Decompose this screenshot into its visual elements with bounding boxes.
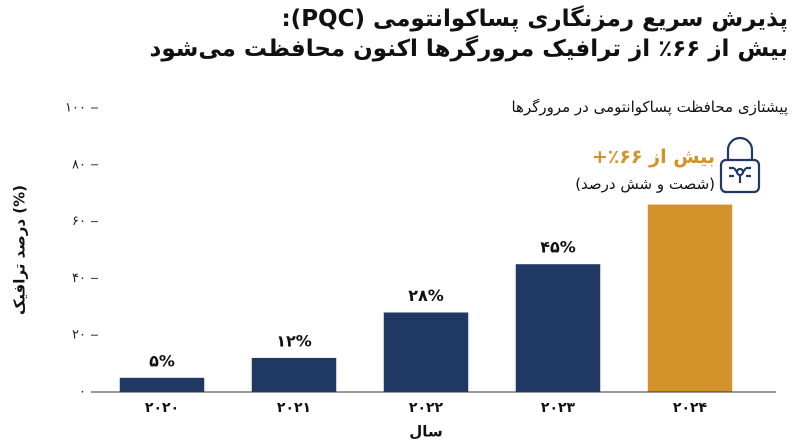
y-tick-label: ۰ — [79, 385, 86, 400]
value-label: ۵% — [149, 351, 175, 370]
chart-subtitle: پیشتازی محافظت پساکوانتومی در مرورگرها — [511, 98, 788, 116]
x-tick-label: ۲۰۲۰ — [145, 400, 179, 416]
x-tick-label: ۲۰۲۲ — [409, 400, 444, 416]
x-axis-label: سال — [409, 423, 442, 441]
y-axis-label: درصد ترافیک (%) — [11, 185, 29, 315]
value-label: ۱۲% — [276, 331, 312, 350]
y-tick-label: ۸۰ — [72, 157, 86, 172]
chart-title: پذیرش سریع رمزنگاری پساکوانتومی (PQC): — [281, 6, 788, 32]
bar — [647, 204, 733, 392]
y-tick-label: ۲۰ — [72, 328, 86, 343]
bar — [251, 357, 337, 392]
annotation: بیش از ۶۶٪+ — [591, 146, 715, 168]
chart-title-line-2: بیش از ۶۶٪ از ترافیک مرورگرها اکنون محاف… — [149, 36, 788, 62]
y-tick-label: ۶۰ — [72, 214, 86, 229]
x-tick-label: ۲۰۲۳ — [541, 400, 576, 416]
x-tick-label: ۲۰۲۱ — [277, 400, 311, 416]
bar — [383, 312, 469, 392]
x-tick-label: ۲۰۲۴ — [673, 400, 708, 416]
y-tick-label: ۴۰ — [72, 271, 86, 286]
bar — [515, 264, 601, 392]
bar — [119, 377, 205, 392]
lock-icon — [719, 136, 761, 194]
value-label: ۴۵% — [540, 238, 576, 257]
y-tick-label: ۱۰۰ — [65, 101, 86, 116]
value-label: ۲۸% — [408, 286, 444, 305]
annotation-note: (شصت و شش درصد) — [575, 175, 715, 193]
